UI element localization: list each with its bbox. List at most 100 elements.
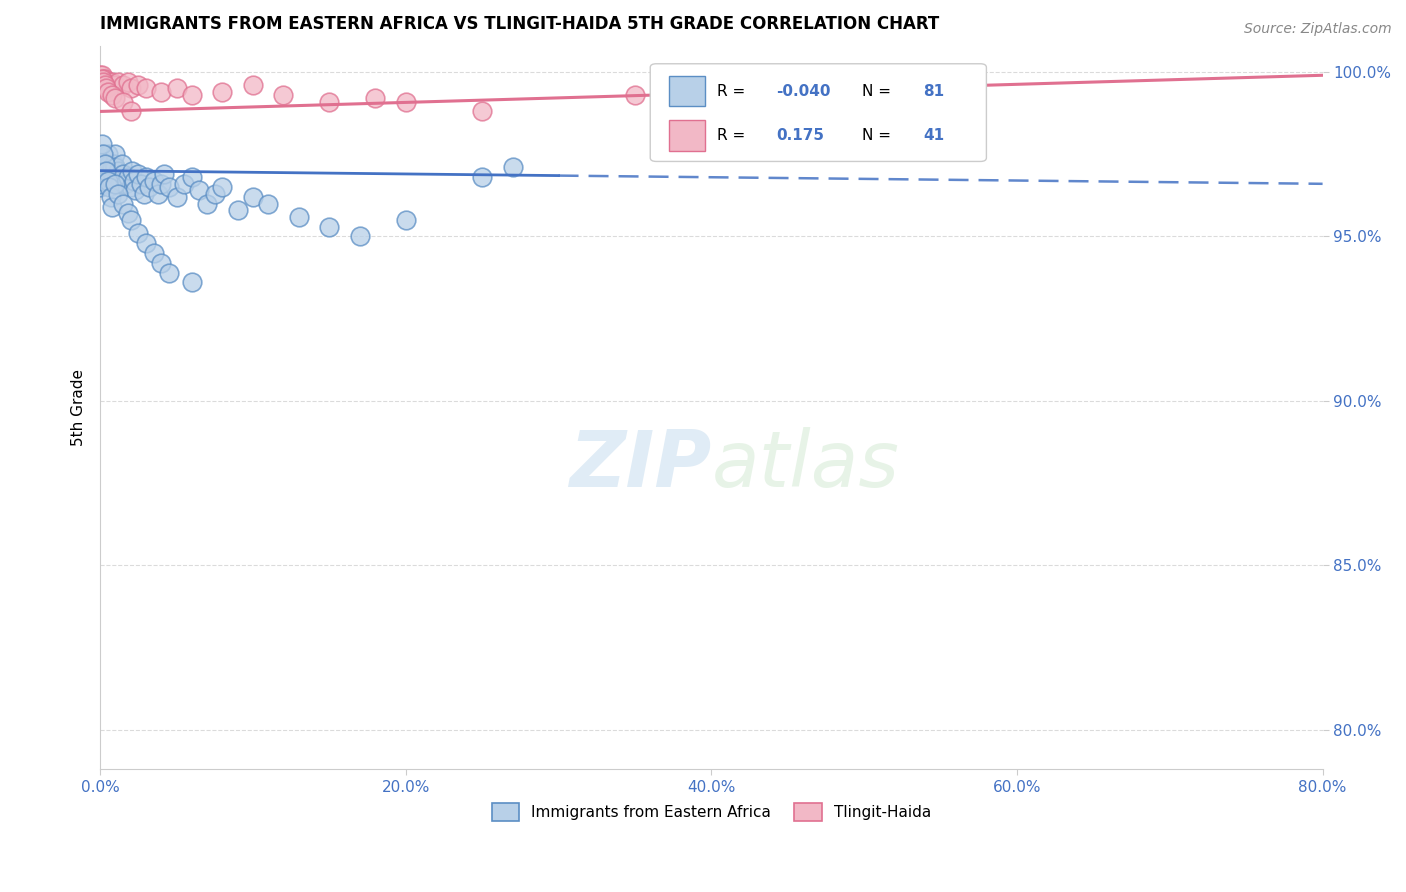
Point [93,151,115,165]
Point [138,180,160,194]
Point [89,68,111,82]
Point [97,147,120,161]
Point [104,78,127,92]
Point [148,186,170,201]
Point [180,276,202,290]
Point [395,95,418,109]
Point [100,190,122,204]
Point [93,78,115,92]
Point [117,75,139,89]
Point [929,68,952,82]
Text: N =: N = [862,128,896,143]
Point [112,95,135,109]
Point [471,104,494,119]
Point [93,170,115,185]
Point [150,256,173,270]
Point [120,213,142,227]
FancyBboxPatch shape [669,76,706,106]
Point [93,71,115,86]
Text: IMMIGRANTS FROM EASTERN AFRICA VS TLINGIT-HAIDA 5TH GRADE CORRELATION CHART: IMMIGRANTS FROM EASTERN AFRICA VS TLINGI… [100,15,939,33]
Point [131,177,153,191]
Point [97,161,120,175]
Point [502,161,524,175]
Point [318,95,340,109]
Point [90,177,112,191]
Point [166,190,188,204]
Point [127,167,149,181]
Point [114,177,136,191]
Point [91,71,114,86]
Point [211,85,233,99]
Text: 0.175: 0.175 [776,128,824,143]
Point [135,170,157,185]
Point [110,157,132,171]
Point [101,161,124,175]
Point [89,75,111,89]
Point [273,88,295,103]
Point [96,167,118,181]
Point [364,91,387,105]
Point [91,75,114,89]
Point [100,78,122,92]
Point [120,104,142,119]
Point [90,147,112,161]
Point [242,190,264,204]
Point [91,78,114,92]
Point [93,157,115,171]
Text: Source: ZipAtlas.com: Source: ZipAtlas.com [1244,22,1392,37]
Point [91,163,114,178]
Point [142,246,165,260]
Point [124,183,146,197]
Text: R =: R = [717,84,751,99]
Point [89,170,111,185]
Point [107,75,129,89]
Point [105,170,128,185]
Point [104,177,127,191]
Point [288,210,311,224]
Point [90,137,112,152]
Point [127,226,149,240]
Point [90,157,112,171]
Point [103,157,125,171]
Point [117,170,139,185]
Text: 41: 41 [922,128,943,143]
Point [108,177,131,191]
Point [101,173,124,187]
Point [91,153,114,168]
Point [120,81,142,95]
Point [107,163,129,178]
Point [96,163,118,178]
Point [90,75,112,89]
Point [349,229,371,244]
FancyBboxPatch shape [669,120,706,151]
Point [104,161,127,175]
Point [93,78,115,92]
Point [112,167,135,181]
Text: N =: N = [862,84,896,99]
Point [135,235,157,250]
Point [90,68,112,82]
Point [101,88,124,103]
Text: 81: 81 [922,84,943,99]
Point [195,196,218,211]
Point [100,163,122,178]
Text: R =: R = [717,128,751,143]
Point [98,75,121,89]
Point [112,78,135,92]
Point [242,78,264,92]
Point [121,163,143,178]
Point [257,196,280,211]
Point [96,157,118,171]
Point [91,147,114,161]
Point [91,173,114,187]
Legend: Immigrants from Eastern Africa, Tlingit-Haida: Immigrants from Eastern Africa, Tlingit-… [485,797,938,827]
Point [98,180,121,194]
Point [624,88,647,103]
Point [135,81,157,95]
Point [173,177,195,191]
Point [101,75,124,89]
Point [180,170,202,185]
Text: atlas: atlas [711,427,900,503]
Point [97,85,120,99]
Point [98,157,121,171]
